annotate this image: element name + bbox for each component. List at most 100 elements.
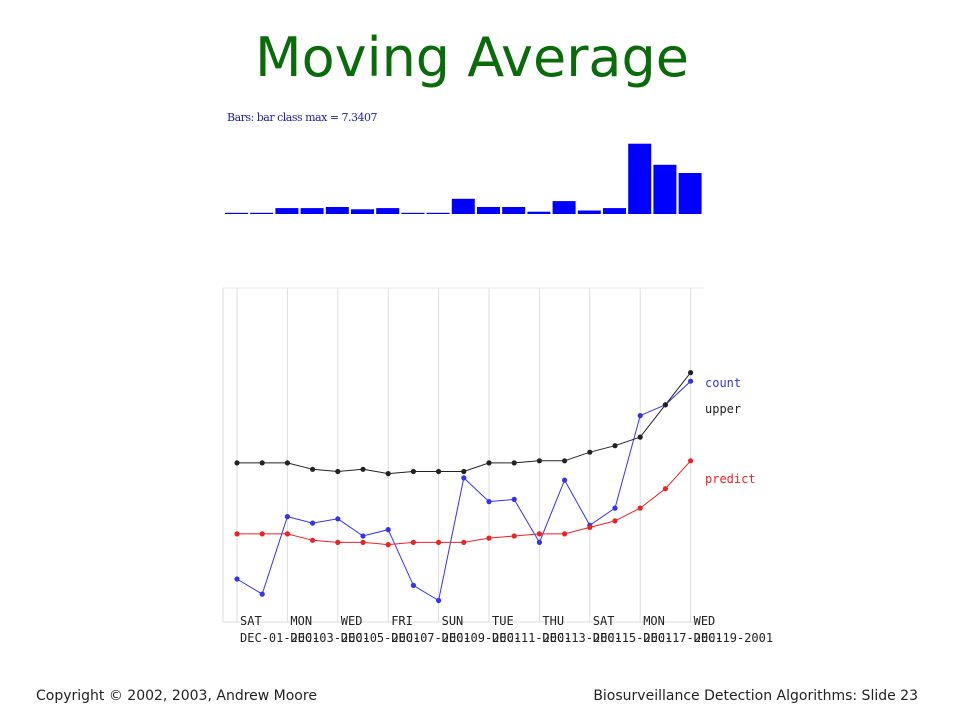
point-predict-8 (436, 539, 442, 545)
point-predict-3 (310, 537, 316, 543)
x-tick-date-5: DEC-11-2001 (492, 631, 571, 645)
bar-8 (426, 212, 450, 214)
bar-12 (527, 211, 551, 214)
x-tick-date-7: DEC-15-2001 (593, 631, 672, 645)
legend-count: count (705, 376, 741, 390)
point-predict-9 (461, 539, 467, 545)
series-line-count (236, 380, 691, 602)
bar-6 (376, 208, 400, 214)
point-count-2 (284, 514, 290, 520)
point-upper-7 (410, 468, 416, 475)
bar-7 (401, 212, 425, 214)
x-tick-date-4: DEC-09-2001 (442, 631, 521, 645)
point-count-0 (234, 576, 240, 582)
bar-13 (552, 201, 576, 214)
x-tick-date-1: DEC-03-2001 (290, 631, 369, 645)
point-upper-2 (284, 460, 290, 466)
point-count-16 (637, 413, 643, 419)
point-upper-10 (486, 460, 492, 466)
point-count-3 (310, 520, 316, 526)
bar-chart (225, 143, 702, 214)
legend-upper: upper (705, 402, 741, 416)
point-predict-0 (234, 531, 240, 537)
point-count-12 (536, 539, 542, 545)
point-predict-14 (587, 524, 593, 530)
slide-title: Moving Average (254, 26, 689, 89)
x-tick-day-9: WED (694, 614, 716, 628)
point-predict-5 (360, 539, 366, 545)
bar-10 (477, 207, 500, 214)
bar-11 (502, 207, 526, 214)
x-tick-day-7: SAT (593, 614, 615, 628)
x-tick-day-6: THU (542, 614, 564, 628)
point-predict-17 (662, 486, 668, 492)
x-tick-day-8: MON (643, 614, 665, 628)
point-upper-5 (360, 466, 366, 472)
point-upper-16 (637, 434, 643, 440)
point-upper-17 (662, 402, 668, 408)
point-count-6 (385, 527, 391, 533)
point-count-7 (410, 582, 416, 588)
bar-chart-header: Bars: bar class max = 7.3407 (227, 111, 378, 124)
point-predict-11 (511, 533, 517, 539)
point-upper-9 (461, 468, 467, 475)
x-tick-date-9: DEC-19-2001 (694, 631, 773, 645)
legend-predict: predict (705, 472, 756, 486)
point-count-11 (511, 496, 517, 502)
x-tick-day-0: SAT (240, 614, 262, 628)
copyright-text: Copyright © 2002, 2003, Andrew Moore (36, 688, 317, 704)
series-line-upper (237, 372, 691, 475)
point-count-9 (461, 475, 467, 481)
point-count-8 (436, 597, 442, 604)
bar-4 (325, 207, 349, 214)
x-tick-date-2: DEC-05-2001 (341, 631, 420, 645)
bar-0 (225, 212, 248, 214)
point-upper-13 (562, 458, 568, 464)
point-predict-6 (385, 542, 391, 548)
bar-1 (250, 212, 274, 214)
point-upper-4 (335, 468, 341, 475)
x-tick-date-6: DEC-13-2001 (542, 631, 621, 645)
point-upper-18 (688, 370, 694, 376)
point-predict-2 (284, 531, 290, 537)
point-count-5 (360, 533, 366, 539)
x-tick-day-5: TUE (492, 614, 514, 628)
point-predict-4 (335, 539, 341, 545)
bar-3 (300, 208, 324, 214)
x-tick-date-8: DEC-17-2001 (643, 631, 722, 645)
point-count-13 (562, 477, 568, 483)
x-tick-date-3: DEC-07-2001 (391, 631, 470, 645)
x-tick-day-4: SUN (442, 614, 464, 628)
point-predict-1 (259, 531, 265, 537)
point-count-4 (335, 516, 341, 522)
point-predict-16 (637, 505, 643, 511)
bar-5 (351, 209, 374, 214)
bar-17 (653, 164, 677, 214)
point-count-18 (688, 378, 694, 384)
point-count-1 (259, 591, 265, 597)
bar-18 (678, 173, 702, 214)
point-count-10 (486, 499, 492, 505)
point-count-15 (612, 505, 618, 511)
x-tick-date-0: DEC-01-2001 (240, 631, 319, 645)
point-predict-12 (536, 531, 542, 537)
line-chart: count upper predict SAT MON WED FRI SUN TUE THU SA… (222, 287, 773, 645)
point-upper-1 (259, 460, 265, 466)
x-tick-day-2: WED (341, 614, 363, 628)
point-predict-15 (612, 518, 618, 524)
x-tick-day-3: FRI (391, 614, 413, 628)
point-upper-15 (612, 443, 618, 449)
point-predict-10 (486, 535, 492, 541)
point-predict-13 (562, 531, 568, 537)
point-upper-3 (310, 466, 316, 472)
bar-9 (451, 198, 475, 214)
point-predict-18 (688, 458, 694, 464)
point-predict-7 (410, 539, 416, 545)
bar-14 (577, 210, 601, 214)
slide-info: Biosurveillance Detection Algorithms: Sl… (593, 688, 918, 704)
x-tick-day-1: MON (290, 614, 312, 628)
point-upper-11 (511, 460, 517, 466)
bar-16 (628, 143, 652, 214)
point-upper-8 (436, 468, 442, 475)
point-upper-12 (536, 458, 542, 464)
